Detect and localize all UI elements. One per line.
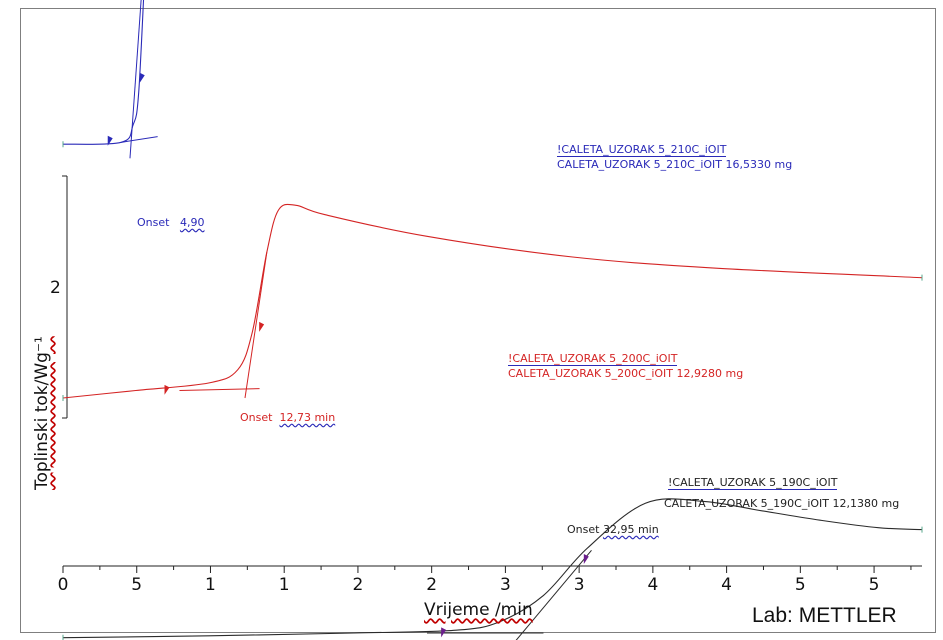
y-axis-label: Toplinski tok/Wg⁻¹ [32,336,52,490]
dark-curve [62,498,923,639]
x-tick-label: 4 [647,575,659,595]
blue-slope-tangent [129,0,142,159]
x-tick-label: 0 [57,575,69,595]
blue-sample-name: !CALETA_UZORAK 5_210C_iOIT [557,143,727,157]
x-tick-label: 1 [278,575,290,595]
x-tick-label: 3 [499,575,511,595]
red-flag-marker [164,384,170,395]
y-scale-bar-label: 2 [50,278,61,298]
blue-baseline-tangent [121,136,158,143]
x-tick-label: 5 [794,575,806,595]
x-tick-label: 2 [352,575,364,595]
dark-flag-marker [441,627,447,638]
x-tick-label: 2 [426,575,438,595]
blue-curve [62,0,145,145]
red-curve [62,203,923,399]
x-tick-label: 1 [205,575,216,595]
x-tick-label: 3 [573,575,585,595]
x-tick-label: 4 [721,575,733,595]
red-slope-tangent [244,252,268,399]
dark-sample-name: !CALETA_UZORAK 5_190C_iOIT [668,476,838,490]
x-tick-label: 5 [131,575,143,595]
x-tick-label: 5 [868,575,880,595]
x-axis-label: Vrijeme /min [424,600,533,620]
lab-label: Lab: METTLER [752,604,897,627]
red-sample-name: !CALETA_UZORAK 5_200C_iOIT [508,352,678,366]
blue-flag-marker [107,135,113,146]
dark-slope-tangent [515,549,592,640]
red-flag-marker [259,321,265,332]
red-onset-label: Onset 12,73 min [240,411,336,424]
dark-sample-detail: CALETA_UZORAK 5_190C_iOIT 12,1380 mg [664,497,900,510]
dark-onset-label: Onset 32,95 min [567,523,659,536]
dark-flag-marker [583,554,589,565]
red-baseline-tangent [179,388,260,391]
blue-sample-detail: CALETA_UZORAK 5_210C_iOIT 16,5330 mg [557,158,793,171]
red-sample-detail: CALETA_UZORAK 5_200C_iOIT 12,9280 mg [508,367,744,380]
blue-onset-label: Onset 4,90 [137,216,205,229]
blue-flag-marker [139,72,145,83]
